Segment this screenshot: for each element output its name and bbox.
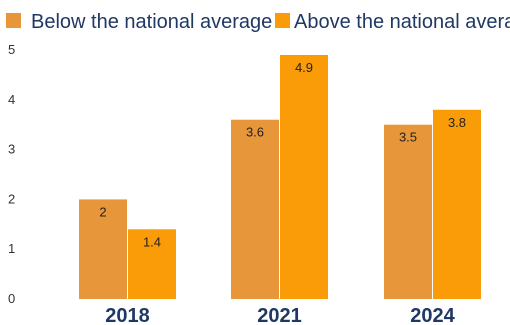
- bar: [384, 124, 432, 299]
- bar-data-label: 2: [99, 204, 106, 219]
- legend: Below the national average Above the nat…: [6, 11, 510, 33]
- y-tick-label: 5: [8, 42, 15, 57]
- bar: [79, 199, 127, 299]
- y-axis: 0 1 2 3 4 5: [8, 42, 15, 306]
- x-tick-label: 2021: [257, 305, 302, 325]
- bar-data-label: 3.5: [399, 130, 417, 145]
- data-labels: 2 1.4 3.6 4.9 3.5 3.8: [99, 60, 466, 249]
- bar: [231, 119, 279, 299]
- bar-data-label: 4.9: [295, 60, 313, 75]
- bar-data-label: 3.6: [246, 125, 264, 140]
- x-tick-label: 2024: [410, 305, 455, 325]
- y-tick-label: 2: [8, 191, 15, 206]
- legend-label-above: Above the national average: [294, 11, 510, 33]
- bar: [280, 54, 328, 300]
- legend-swatch-below: [6, 13, 21, 28]
- x-tick-label: 2018: [105, 305, 150, 325]
- y-tick-label: 4: [8, 92, 15, 107]
- bars: [79, 54, 481, 300]
- bar-data-label: 1.4: [143, 234, 161, 249]
- x-axis: 2018 2021 2024: [105, 305, 455, 325]
- bar-data-label: 3.8: [448, 115, 466, 130]
- category-dividers: [127, 54, 433, 299]
- y-tick-label: 0: [8, 291, 15, 306]
- bar: [433, 109, 481, 299]
- bar: [128, 229, 176, 299]
- y-tick-label: 1: [8, 241, 15, 256]
- y-tick-label: 3: [8, 142, 15, 157]
- legend-swatch-above: [275, 13, 290, 28]
- legend-label-below: Below the national average: [31, 11, 272, 33]
